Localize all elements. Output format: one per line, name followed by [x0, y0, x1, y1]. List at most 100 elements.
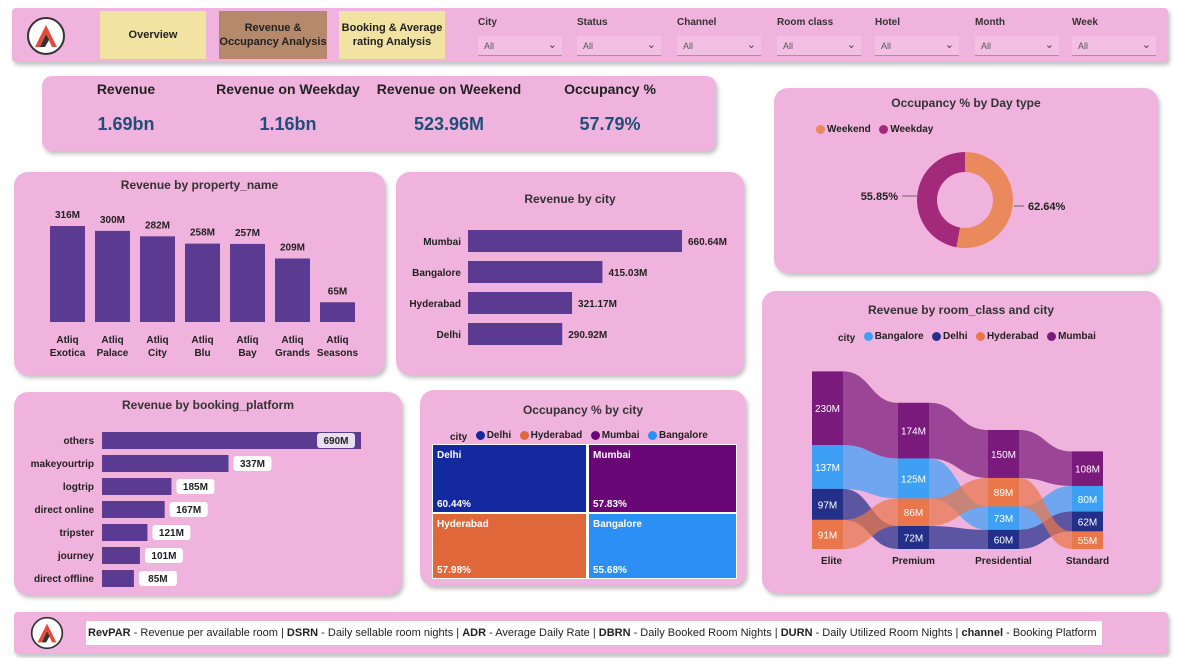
- platform-tick-label: journey: [57, 551, 95, 562]
- kpi-revenue-label: Revenue: [96, 81, 156, 97]
- nav-revenue-occupancy-button[interactable]: Revenue & Occupancy Analysis: [219, 11, 327, 59]
- donut-slice-weekend: [956, 152, 1014, 248]
- ribbon-bar-delhi: [1072, 511, 1103, 532]
- filter-dropdown-month[interactable]: All ⌄: [975, 36, 1059, 56]
- weekend-swatch-icon: [816, 125, 825, 134]
- treemap-cell-hyderabad: [433, 514, 586, 578]
- room-class-tick-label: Presidential: [975, 556, 1032, 567]
- ribbon-value-label: 97M: [818, 500, 837, 511]
- filter-dropdown-city[interactable]: All ⌄: [478, 36, 562, 56]
- filter-label-status: Status: [577, 17, 608, 28]
- occ-city-treemap: Delhi 60.44% Mumbai 57.83% Hyderabad 57.98% Ba…: [432, 444, 737, 579]
- delhi-swatch-icon: [475, 431, 485, 440]
- platform-label-box: [138, 571, 177, 586]
- filter-label-room-class: Room class: [777, 17, 834, 28]
- revenue-room-class-card: Revenue by room_class and city city Bang…: [762, 291, 1160, 593]
- legend-bangalore: Bangalore: [647, 430, 708, 441]
- city-bar-label: 660.64M: [688, 237, 727, 248]
- ribbon-value-label: 150M: [991, 450, 1016, 461]
- kpi-occupancy-value: 57.79%: [579, 114, 641, 134]
- glossary-desc: - Daily sellable room nights |: [318, 627, 463, 639]
- ribbon-value-label: 60M: [994, 535, 1013, 546]
- filter-dropdown-room-class[interactable]: All ⌄: [777, 36, 861, 56]
- property-bar: [275, 258, 310, 322]
- ribbon-delhi: [1019, 511, 1072, 549]
- treemap-cell-mumbai: [589, 445, 736, 512]
- property-tick-label: Atliq: [236, 335, 258, 346]
- filter-value: All: [881, 41, 892, 51]
- treemap-cell-value: 57.83%: [593, 499, 627, 510]
- property-bar: [230, 243, 265, 322]
- glossary-desc: - Average Daily Rate |: [486, 627, 599, 639]
- filter-value: All: [1078, 41, 1089, 51]
- property-tick-label: Exotica: [50, 348, 86, 359]
- platform-bar: [102, 455, 229, 472]
- platform-label-box: [317, 433, 355, 448]
- platform-bar-label: 167M: [176, 505, 201, 516]
- rc-bangalore-swatch-icon: [863, 332, 873, 341]
- ribbon-bar-bangalore: [1072, 485, 1103, 512]
- room-class-tick-label: Elite: [821, 556, 843, 567]
- platform-bar-label: 185M: [183, 482, 208, 493]
- glossary-term: channel: [961, 627, 1004, 639]
- property-tick-label: Atliq: [56, 335, 78, 346]
- property-tick-label: Atliq: [191, 335, 213, 346]
- legend-rc-bangalore: Bangalore: [863, 331, 924, 342]
- ribbon-bar-delhi: [812, 488, 843, 520]
- nav-overview-button[interactable]: Overview: [100, 11, 206, 59]
- filter-value: All: [783, 41, 794, 51]
- platform-tick-label: others: [63, 436, 94, 447]
- rc-delhi-swatch-icon: [932, 332, 942, 341]
- daytype-legend: Weekend Weekday: [816, 121, 937, 139]
- filter-label-hotel: Hotel: [875, 17, 900, 28]
- legend-delhi: Delhi: [475, 430, 511, 441]
- filter-dropdown-week[interactable]: All ⌄: [1072, 36, 1156, 56]
- property-bar: [185, 243, 220, 322]
- ribbon-value-label: 91M: [818, 530, 837, 541]
- ribbon-bar-hyderabad: [1072, 531, 1103, 549]
- daytype-chart-title: Occupancy % by Day type: [891, 96, 1041, 110]
- occupancy-day-type-card: Occupancy % by Day type Weekend Weekday …: [774, 88, 1158, 273]
- treemap-cell-name: Hyderabad: [437, 519, 489, 530]
- revenue-by-platform-card: Revenue by booking_platform others 690M ma…: [14, 392, 402, 595]
- property-tick-label: Atliq: [146, 335, 168, 346]
- treemap-cell-bangalore: [589, 514, 736, 578]
- ribbon-bar-delhi: [898, 525, 929, 549]
- mumbai-swatch-icon: [590, 431, 600, 440]
- platform-bar-label: 121M: [159, 528, 184, 539]
- property-bar-label: 65M: [328, 286, 347, 297]
- glossary-desc: - Revenue per available room |: [130, 627, 287, 639]
- ribbon-bar-mumbai: [812, 371, 843, 445]
- donut-label-weekend: 62.64%: [1028, 201, 1066, 213]
- glossary-desc: - Daily Booked Room Nights |: [630, 627, 781, 639]
- legend-weekday: Weekday: [879, 124, 933, 135]
- chevron-down-icon: ⌄: [1141, 39, 1151, 51]
- city-bar-label: 415.03M: [608, 268, 647, 279]
- platform-bar-label: 85M: [148, 574, 167, 585]
- ribbon-value-label: 55M: [1078, 536, 1097, 547]
- rc-mumbai-swatch-icon: [1047, 332, 1057, 341]
- filter-dropdown-hotel[interactable]: All ⌄: [875, 36, 959, 56]
- legend-mumbai: Mumbai: [590, 430, 640, 441]
- ribbon-value-label: 86M: [904, 508, 923, 519]
- property-bar: [140, 236, 175, 322]
- kpi-weekend-value: 523.96M: [413, 114, 485, 134]
- filter-label-city: City: [478, 17, 497, 28]
- platform-label-box: [144, 548, 183, 563]
- ribbon-value-label: 108M: [1075, 465, 1100, 476]
- treemap-cell-delhi: [433, 445, 586, 512]
- glossary-term: DBRN: [598, 627, 631, 639]
- ribbon-bar-mumbai: [988, 429, 1019, 478]
- chevron-down-icon: ⌄: [1044, 39, 1054, 51]
- atliq-logo-icon: [27, 17, 65, 55]
- platform-bar: [102, 432, 361, 449]
- filter-dropdown-status[interactable]: All ⌄: [577, 36, 661, 56]
- nav-booking-rating-button[interactable]: Booking & Average rating Analysis: [339, 11, 445, 59]
- platform-chart-title: Revenue by booking_platform: [121, 398, 295, 412]
- platform-bar-label: 101M: [151, 551, 176, 562]
- kpi-weekend-label: Revenue on Weekend: [376, 81, 522, 97]
- ribbon-value-label: 80M: [1078, 495, 1097, 506]
- filter-dropdown-channel[interactable]: All ⌄: [677, 36, 761, 56]
- donut-slice-weekday: [917, 152, 965, 248]
- room-class-legend-title: city: [838, 333, 856, 344]
